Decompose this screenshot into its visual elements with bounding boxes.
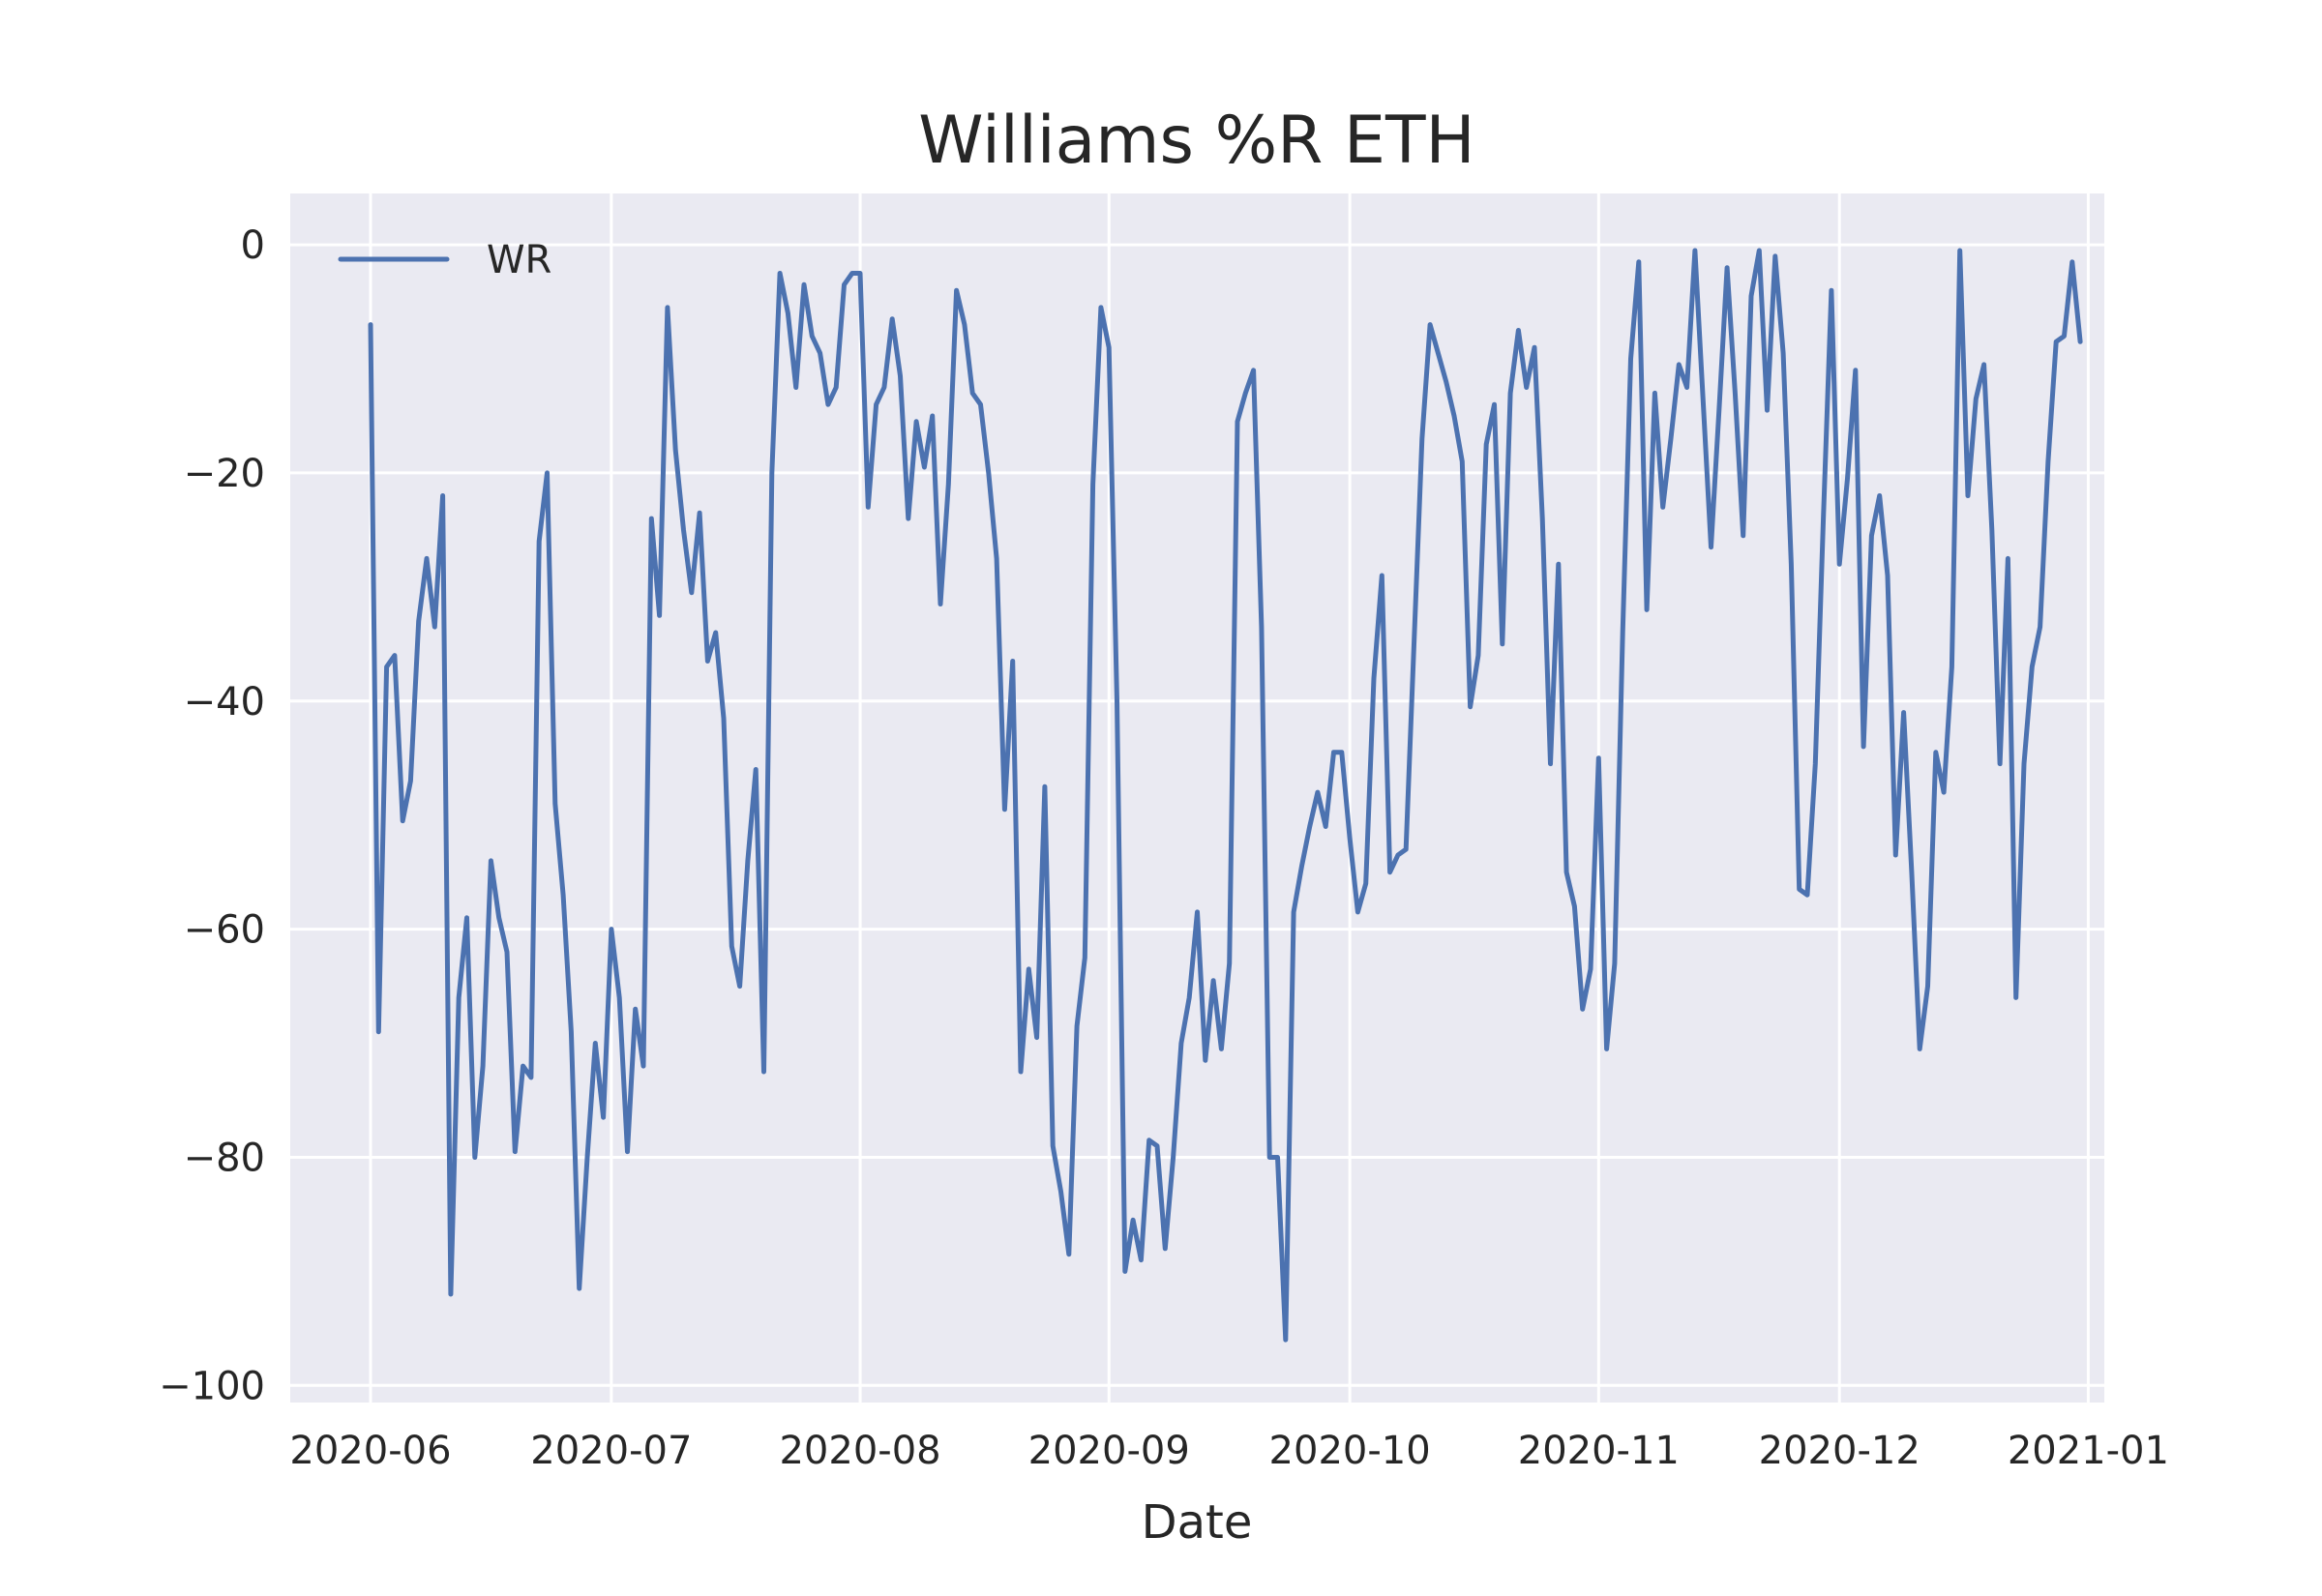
chart-title: Williams %R ETH — [918, 103, 1474, 179]
grid-lines — [290, 193, 2104, 1403]
plot-area — [290, 193, 2104, 1403]
y-tick-label: −80 — [184, 1136, 265, 1180]
x-tick-label: 2020-10 — [1269, 1429, 1431, 1473]
y-tick-label: 0 — [241, 223, 265, 268]
tick-marks — [279, 243, 2090, 1414]
tick-labels: 2020-06 2020-07 2020-08 2020-09 2020-10 2020-… — [159, 223, 2169, 1473]
x-tick-label: 2020-09 — [1028, 1429, 1190, 1473]
x-tick-label: 2020-06 — [289, 1429, 451, 1473]
series-layer — [368, 248, 2083, 1343]
x-tick-label: 2020-11 — [1518, 1429, 1680, 1473]
y-tick-label: −20 — [184, 452, 265, 496]
y-tick-label: −40 — [184, 680, 265, 724]
series-line-wr — [368, 248, 2083, 1343]
legend-label-wr: WR — [487, 238, 551, 282]
x-tick-label: 2020-12 — [1759, 1429, 1920, 1473]
y-tick-label: −100 — [159, 1364, 265, 1408]
x-axis-label: Date — [1142, 1495, 1253, 1550]
legend: WR — [338, 238, 551, 282]
y-tick-label: −60 — [184, 908, 265, 953]
x-tick-label: 2021-01 — [2008, 1429, 2169, 1473]
x-tick-label: 2020-07 — [530, 1429, 692, 1473]
x-tick-label: 2020-08 — [779, 1429, 940, 1473]
